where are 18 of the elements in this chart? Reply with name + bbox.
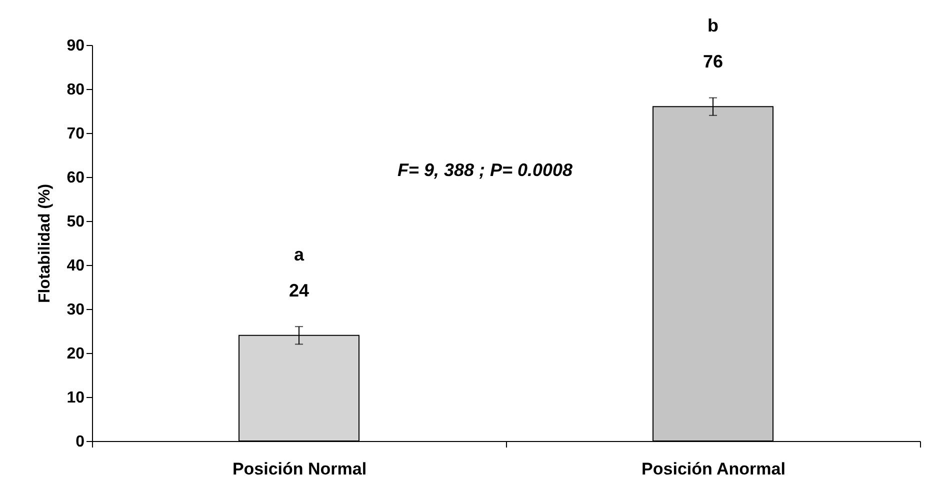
y-tick-label: 0: [76, 434, 85, 450]
y-tick-label: 40: [66, 258, 85, 274]
annotation: F= 9, 388 ; P= 0.0008: [397, 160, 573, 180]
data-label: 24: [288, 280, 310, 300]
y-tick-label: 70: [66, 126, 85, 142]
x-tick-label: Posición Normal: [232, 460, 367, 478]
text: b: [708, 16, 718, 36]
y-tick-label: 30: [66, 302, 85, 318]
annotation: a: [294, 244, 305, 264]
y-axis-title: Flotabilidad (%): [36, 184, 54, 304]
y-tick-label: 10: [66, 390, 85, 406]
y-tick-label: 80: [66, 82, 85, 98]
x-tick-label: Posición Anormal: [642, 460, 786, 478]
y-tick-label: 50: [66, 214, 85, 230]
y-tick-label: 20: [66, 346, 85, 362]
y-tick-label: 60: [66, 170, 85, 186]
y-tick-label: 90: [66, 38, 85, 54]
data-label: 76: [702, 52, 724, 72]
